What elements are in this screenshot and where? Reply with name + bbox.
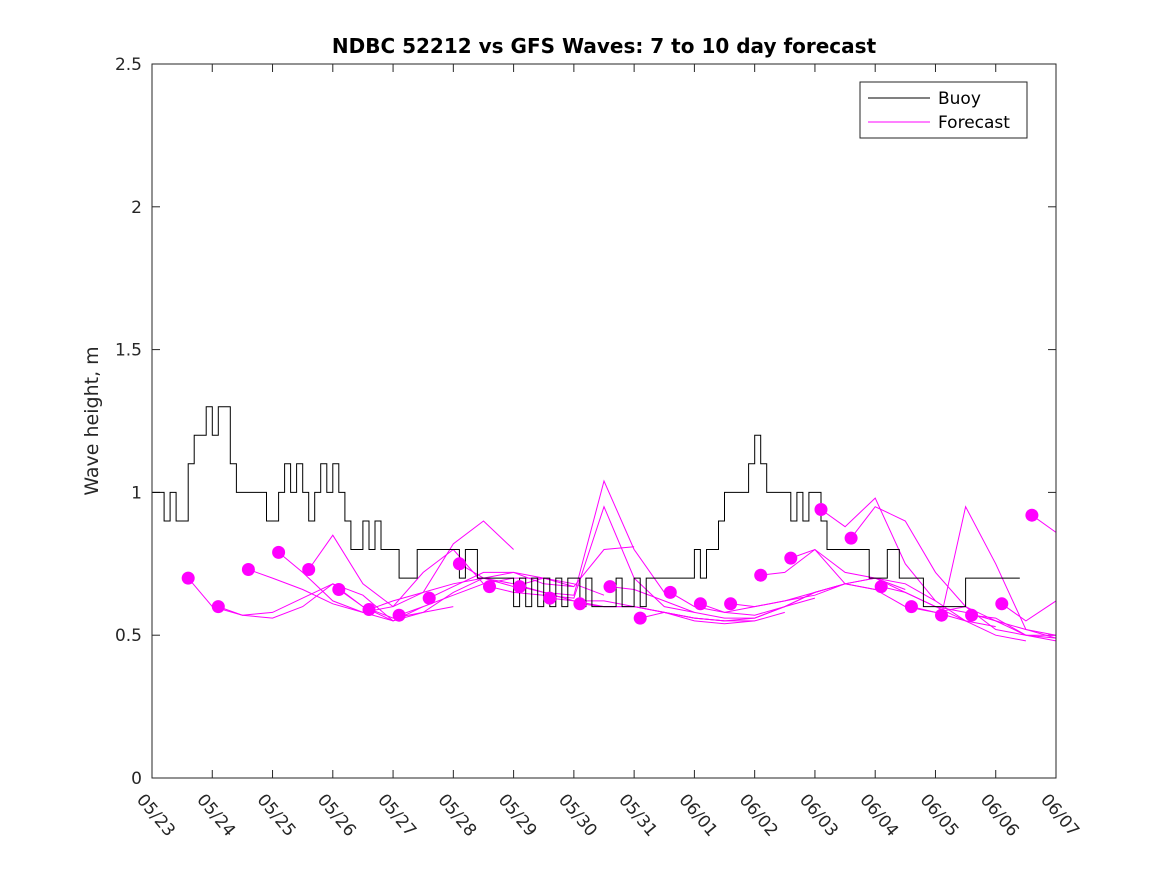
- forecast-marker: [693, 597, 707, 611]
- forecast-marker: [754, 568, 768, 582]
- forecast-marker: [874, 580, 888, 594]
- forecast-marker: [422, 591, 436, 605]
- forecast-marker: [663, 585, 677, 599]
- x-tick-label: 05/29: [494, 790, 541, 840]
- forecast-marker: [543, 591, 557, 605]
- forecast-run-line: [428, 546, 635, 599]
- x-tick-label: 06/06: [976, 790, 1023, 840]
- y-axis: 0 0.5 1 1.5 2 2.5: [115, 55, 1056, 789]
- legend-box: [859, 81, 1028, 139]
- forecast-marker: [724, 597, 738, 611]
- forecast-marker: [633, 611, 647, 625]
- y-tick-label: 2: [131, 198, 142, 218]
- forecast-marker: [935, 608, 948, 622]
- forecast-marker: [272, 545, 286, 559]
- forecast-run-line: [218, 583, 424, 622]
- forecast-marker: [362, 603, 376, 616]
- forecast-run-line: [278, 548, 484, 613]
- forecast-marker: [452, 557, 466, 571]
- buoy-line: [152, 406, 1020, 608]
- legend-forecast-label: Forecast: [938, 113, 1010, 133]
- legend-buoy-label: Buoy: [938, 89, 981, 109]
- y-tick-label: 1.5: [115, 341, 142, 361]
- x-tick-label: 05/31: [614, 790, 661, 840]
- x-tick-label: 05/25: [253, 790, 300, 840]
- forecast-marker: [603, 580, 617, 594]
- x-tick-label: 05/23: [132, 790, 179, 840]
- forecast-marker: [965, 608, 979, 622]
- y-axis-label: Wave height, m: [81, 346, 103, 495]
- forecast-marker: [844, 531, 858, 545]
- x-tick-label: 05/28: [434, 790, 481, 840]
- forecast-run-line: [459, 479, 665, 596]
- x-tick-label: 06/05: [916, 790, 963, 840]
- forecast-marker: [1025, 508, 1039, 522]
- forecast-marker: [211, 600, 225, 614]
- x-tick-label: 05/24: [192, 790, 239, 840]
- forecast-run-line: [308, 520, 514, 608]
- x-tick-label: 05/30: [554, 790, 601, 840]
- forecast-marker: [241, 563, 255, 576]
- chart-title: NDBC 52212 vs GFS Waves: 7 to 10 day for…: [332, 34, 877, 58]
- x-tick-label: 05/26: [313, 790, 360, 840]
- forecast-run-line: [730, 577, 936, 608]
- forecast-marker: [995, 597, 1009, 611]
- buoy-series: [152, 406, 1020, 608]
- x-tick-label: 06/07: [1036, 790, 1083, 840]
- forecast-run-line: [790, 548, 996, 628]
- x-tick-label: 06/02: [735, 790, 782, 840]
- x-tick-label: 06/04: [855, 790, 902, 840]
- forecast-marker: [181, 571, 195, 585]
- forecast-run-line: [1001, 600, 1057, 622]
- y-tick-label: 0.5: [115, 626, 142, 646]
- forecast-markers: [181, 503, 1039, 625]
- plot-area: [152, 64, 1056, 778]
- forecast-marker: [513, 580, 527, 594]
- forecast-marker: [573, 597, 587, 611]
- legend: Buoy Forecast: [859, 81, 1028, 139]
- x-tick-label: 06/01: [675, 790, 722, 840]
- forecast-marker: [302, 563, 316, 576]
- y-tick-label: 2.5: [115, 55, 142, 75]
- forecast-run-line: [820, 497, 1026, 642]
- y-tick-label: 1: [131, 483, 142, 503]
- forecast-run-line: [941, 505, 1057, 639]
- forecast-run-line: [368, 571, 574, 610]
- x-tick-label: 06/03: [795, 790, 842, 840]
- forecast-marker: [332, 583, 346, 596]
- forecast-marker: [814, 503, 828, 516]
- forecast-run-line: [971, 614, 1057, 639]
- forecast-run-line: [850, 506, 1057, 642]
- forecast-marker: [904, 600, 918, 614]
- x-tick-label: 05/27: [373, 790, 420, 840]
- forecast-marker: [784, 551, 798, 565]
- forecast-marker: [483, 580, 496, 594]
- y-tick-label: 0: [131, 769, 142, 789]
- forecast-marker: [392, 608, 406, 622]
- plot-frame: [151, 63, 1057, 779]
